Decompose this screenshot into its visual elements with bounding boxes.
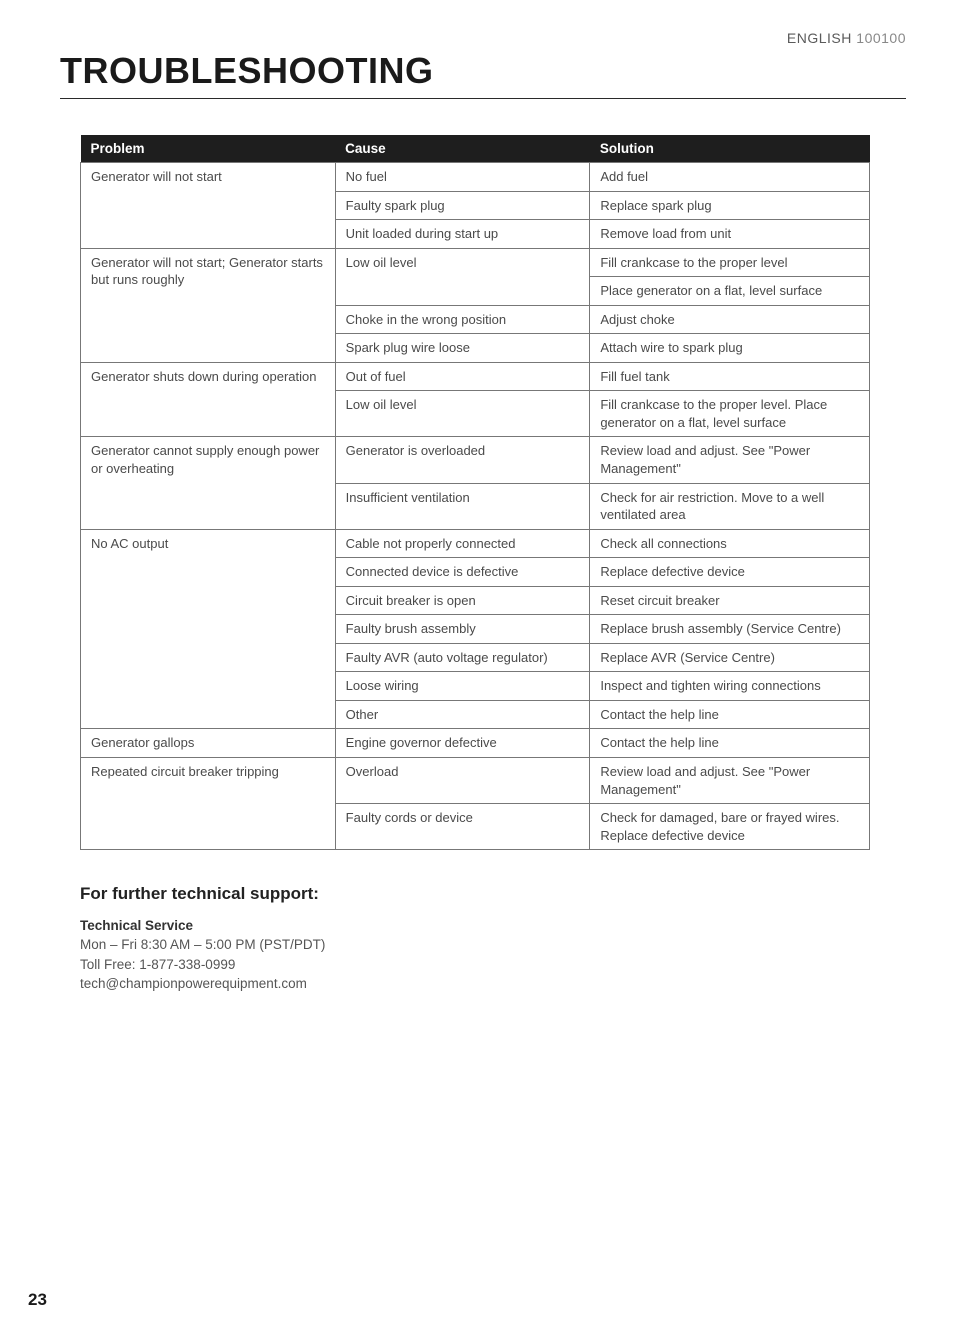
cell-solution: Attach wire to spark plug [590,334,870,363]
header-language-model: ENGLISH 100100 [787,30,906,46]
cell-cause: Low oil level [335,391,590,437]
page-number: 23 [28,1290,47,1310]
cell-problem: Generator will not start [81,163,336,249]
table-row: Generator will not start; Generator star… [81,248,870,277]
cell-cause: Other [335,700,590,729]
cell-solution: Check all connections [590,529,870,558]
cell-cause: Overload [335,758,590,804]
table-header-row: Problem Cause Solution [81,135,870,163]
cell-solution: Add fuel [590,163,870,192]
table-row: Generator will not startNo fuelAdd fuel [81,163,870,192]
cell-cause: Cable not properly connected [335,529,590,558]
cell-solution: Reset circuit breaker [590,586,870,615]
troubleshooting-table: Problem Cause Solution Generator will no… [80,135,870,850]
cell-cause: Faulty spark plug [335,191,590,220]
cell-solution: Review load and adjust. See "Power Manag… [590,437,870,483]
page-title: TROUBLESHOOTING [60,50,906,92]
col-cause: Cause [335,135,590,163]
cell-solution: Check for air restriction. Move to a wel… [590,483,870,529]
cell-problem: Generator will not start; Generator star… [81,248,336,362]
cell-cause: Insufficient ventilation [335,483,590,529]
title-rule [60,98,906,99]
table-row: Generator shuts down during operationOut… [81,362,870,391]
page-header: ENGLISH 100100 [60,28,906,46]
cell-cause: Faulty AVR (auto voltage regulator) [335,643,590,672]
cell-cause: Unit loaded during start up [335,220,590,249]
header-model: 100100 [856,30,906,46]
support-service-label: Technical Service [80,918,906,933]
col-problem: Problem [81,135,336,163]
cell-solution: Fill crankcase to the proper level. Plac… [590,391,870,437]
cell-cause: No fuel [335,163,590,192]
cell-cause: Faulty cords or device [335,804,590,850]
cell-problem: No AC output [81,529,336,729]
support-section: For further technical support: Technical… [80,884,906,994]
cell-cause: Circuit breaker is open [335,586,590,615]
cell-problem: Repeated circuit breaker tripping [81,758,336,850]
support-phone: Toll Free: 1-877-338-0999 [80,955,906,975]
cell-cause: Faulty brush assembly [335,615,590,644]
cell-solution: Check for damaged, bare or frayed wires.… [590,804,870,850]
cell-cause: Choke in the wrong position [335,305,590,334]
cell-solution: Inspect and tighten wiring connections [590,672,870,701]
cell-solution: Replace spark plug [590,191,870,220]
cell-cause: Generator is overloaded [335,437,590,483]
cell-cause: Out of fuel [335,362,590,391]
cell-solution: Replace AVR (Service Centre) [590,643,870,672]
support-heading: For further technical support: [80,884,906,904]
cell-problem: Generator cannot supply enough power or … [81,437,336,529]
cell-problem: Generator gallops [81,729,336,758]
cell-solution: Adjust choke [590,305,870,334]
col-solution: Solution [590,135,870,163]
cell-cause: Low oil level [335,248,590,305]
support-email: tech@championpowerequipment.com [80,974,906,994]
cell-solution: Fill crankcase to the proper level [590,248,870,277]
table-row: Repeated circuit breaker trippingOverloa… [81,758,870,804]
table-row: Generator cannot supply enough power or … [81,437,870,483]
header-language: ENGLISH [787,30,852,46]
cell-solution: Review load and adjust. See "Power Manag… [590,758,870,804]
cell-cause: Loose wiring [335,672,590,701]
cell-solution: Replace brush assembly (Service Centre) [590,615,870,644]
support-hours: Mon – Fri 8:30 AM – 5:00 PM (PST/PDT) [80,935,906,955]
cell-solution: Contact the help line [590,700,870,729]
table-row: No AC outputCable not properly connected… [81,529,870,558]
cell-solution: Replace defective device [590,558,870,587]
cell-cause: Engine governor defective [335,729,590,758]
cell-solution: Place generator on a flat, level surface [590,277,870,306]
table-row: Generator gallopsEngine governor defecti… [81,729,870,758]
cell-solution: Fill fuel tank [590,362,870,391]
cell-cause: Connected device is defective [335,558,590,587]
cell-solution: Remove load from unit [590,220,870,249]
cell-problem: Generator shuts down during operation [81,362,336,437]
cell-cause: Spark plug wire loose [335,334,590,363]
cell-solution: Contact the help line [590,729,870,758]
